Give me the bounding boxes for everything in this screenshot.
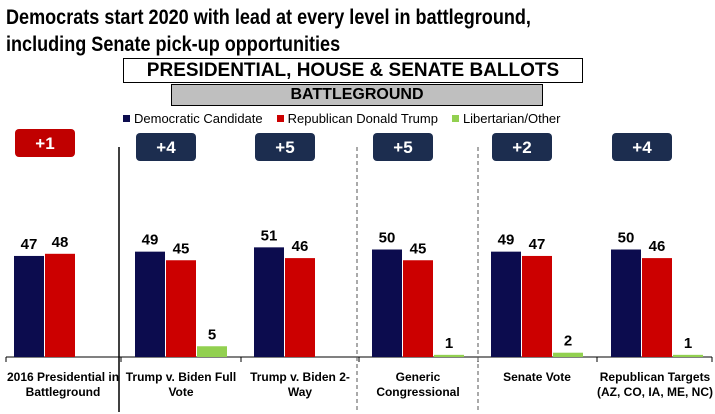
legend-item-democratic: Democratic Candidate bbox=[123, 111, 263, 126]
legend: Democratic Candidate Republican Donald T… bbox=[123, 110, 561, 126]
margin-badge-label: +5 bbox=[275, 138, 294, 157]
data-label: 5 bbox=[208, 326, 216, 343]
margin-badge-label: +2 bbox=[512, 138, 531, 157]
bar-republican bbox=[45, 253, 75, 357]
category-label: 2016 Presidential in bbox=[7, 370, 119, 384]
data-label: 48 bbox=[52, 234, 69, 251]
margin-badge-label: +5 bbox=[393, 138, 412, 157]
category-label: Congressional bbox=[376, 385, 459, 399]
margin-badge-label: +1 bbox=[35, 134, 54, 153]
legend-swatch-republican bbox=[276, 114, 284, 122]
margin-badge-label: +4 bbox=[632, 138, 652, 157]
battleground-banner: BATTLEGROUND bbox=[171, 84, 543, 106]
margin-badge bbox=[492, 133, 552, 161]
data-label: 2 bbox=[564, 333, 572, 350]
category-label: Generic bbox=[396, 370, 441, 384]
bar-libertarian bbox=[197, 346, 227, 357]
data-label: 45 bbox=[410, 240, 427, 257]
margin-badge-label: +4 bbox=[156, 138, 176, 157]
category-label: Way bbox=[288, 385, 313, 399]
data-label: 1 bbox=[445, 335, 453, 352]
data-label: 47 bbox=[529, 236, 546, 253]
legend-item-republican: Republican Donald Trump bbox=[276, 110, 438, 126]
bar-democratic bbox=[135, 251, 165, 357]
bar-democratic bbox=[491, 251, 521, 357]
bar-democratic bbox=[14, 255, 44, 357]
category-label: Vote bbox=[168, 385, 193, 399]
data-label: 46 bbox=[292, 238, 309, 255]
bar-republican bbox=[642, 258, 672, 357]
category-label: Trump v. Biden Full bbox=[126, 370, 236, 384]
data-label: 51 bbox=[261, 227, 278, 244]
category-label: Senate Vote bbox=[503, 370, 571, 384]
bar-libertarian bbox=[673, 354, 703, 357]
legend-label-republican: Republican Donald Trump bbox=[287, 110, 438, 126]
bar-democratic bbox=[372, 249, 402, 357]
bar-republican bbox=[166, 260, 196, 357]
data-label: 50 bbox=[379, 230, 396, 247]
data-label: 49 bbox=[498, 232, 515, 249]
ballots-banner: PRESIDENTIAL, HOUSE & SENATE BALLOTS bbox=[123, 58, 583, 83]
data-label: 46 bbox=[649, 238, 666, 255]
bar-republican bbox=[522, 255, 552, 357]
margin-badge bbox=[373, 133, 433, 161]
legend-label-democratic: Democratic Candidate bbox=[134, 110, 263, 126]
data-label: 45 bbox=[173, 240, 190, 257]
margin-badge bbox=[136, 133, 196, 161]
margin-badge bbox=[15, 129, 75, 157]
category-label: (AZ, CO, IA, ME, NC) bbox=[597, 385, 713, 399]
bar-democratic bbox=[611, 249, 641, 357]
chart-title: Democrats start 2020 with lead at every … bbox=[6, 6, 531, 56]
legend-label-libertarian: Libertarian/Other bbox=[462, 110, 561, 126]
legend-item-libertarian: Libertarian/Other bbox=[451, 110, 561, 126]
bar-libertarian bbox=[553, 352, 583, 357]
margin-badge bbox=[255, 133, 315, 161]
legend-swatch-libertarian bbox=[451, 114, 459, 122]
margin-badge bbox=[612, 133, 672, 161]
bar-libertarian bbox=[434, 354, 464, 357]
data-label: 47 bbox=[21, 236, 38, 253]
category-label: Trump v. Biden 2- bbox=[250, 370, 350, 384]
data-label: 49 bbox=[142, 232, 159, 249]
category-label: Battleground bbox=[26, 385, 101, 399]
bar-republican bbox=[285, 258, 315, 357]
category-label: Republican Targets bbox=[600, 370, 711, 384]
bar-democratic bbox=[254, 247, 284, 357]
data-label: 50 bbox=[618, 230, 635, 247]
bar-republican bbox=[403, 260, 433, 357]
data-label: 1 bbox=[684, 335, 692, 352]
legend-swatch-democratic bbox=[123, 114, 130, 122]
